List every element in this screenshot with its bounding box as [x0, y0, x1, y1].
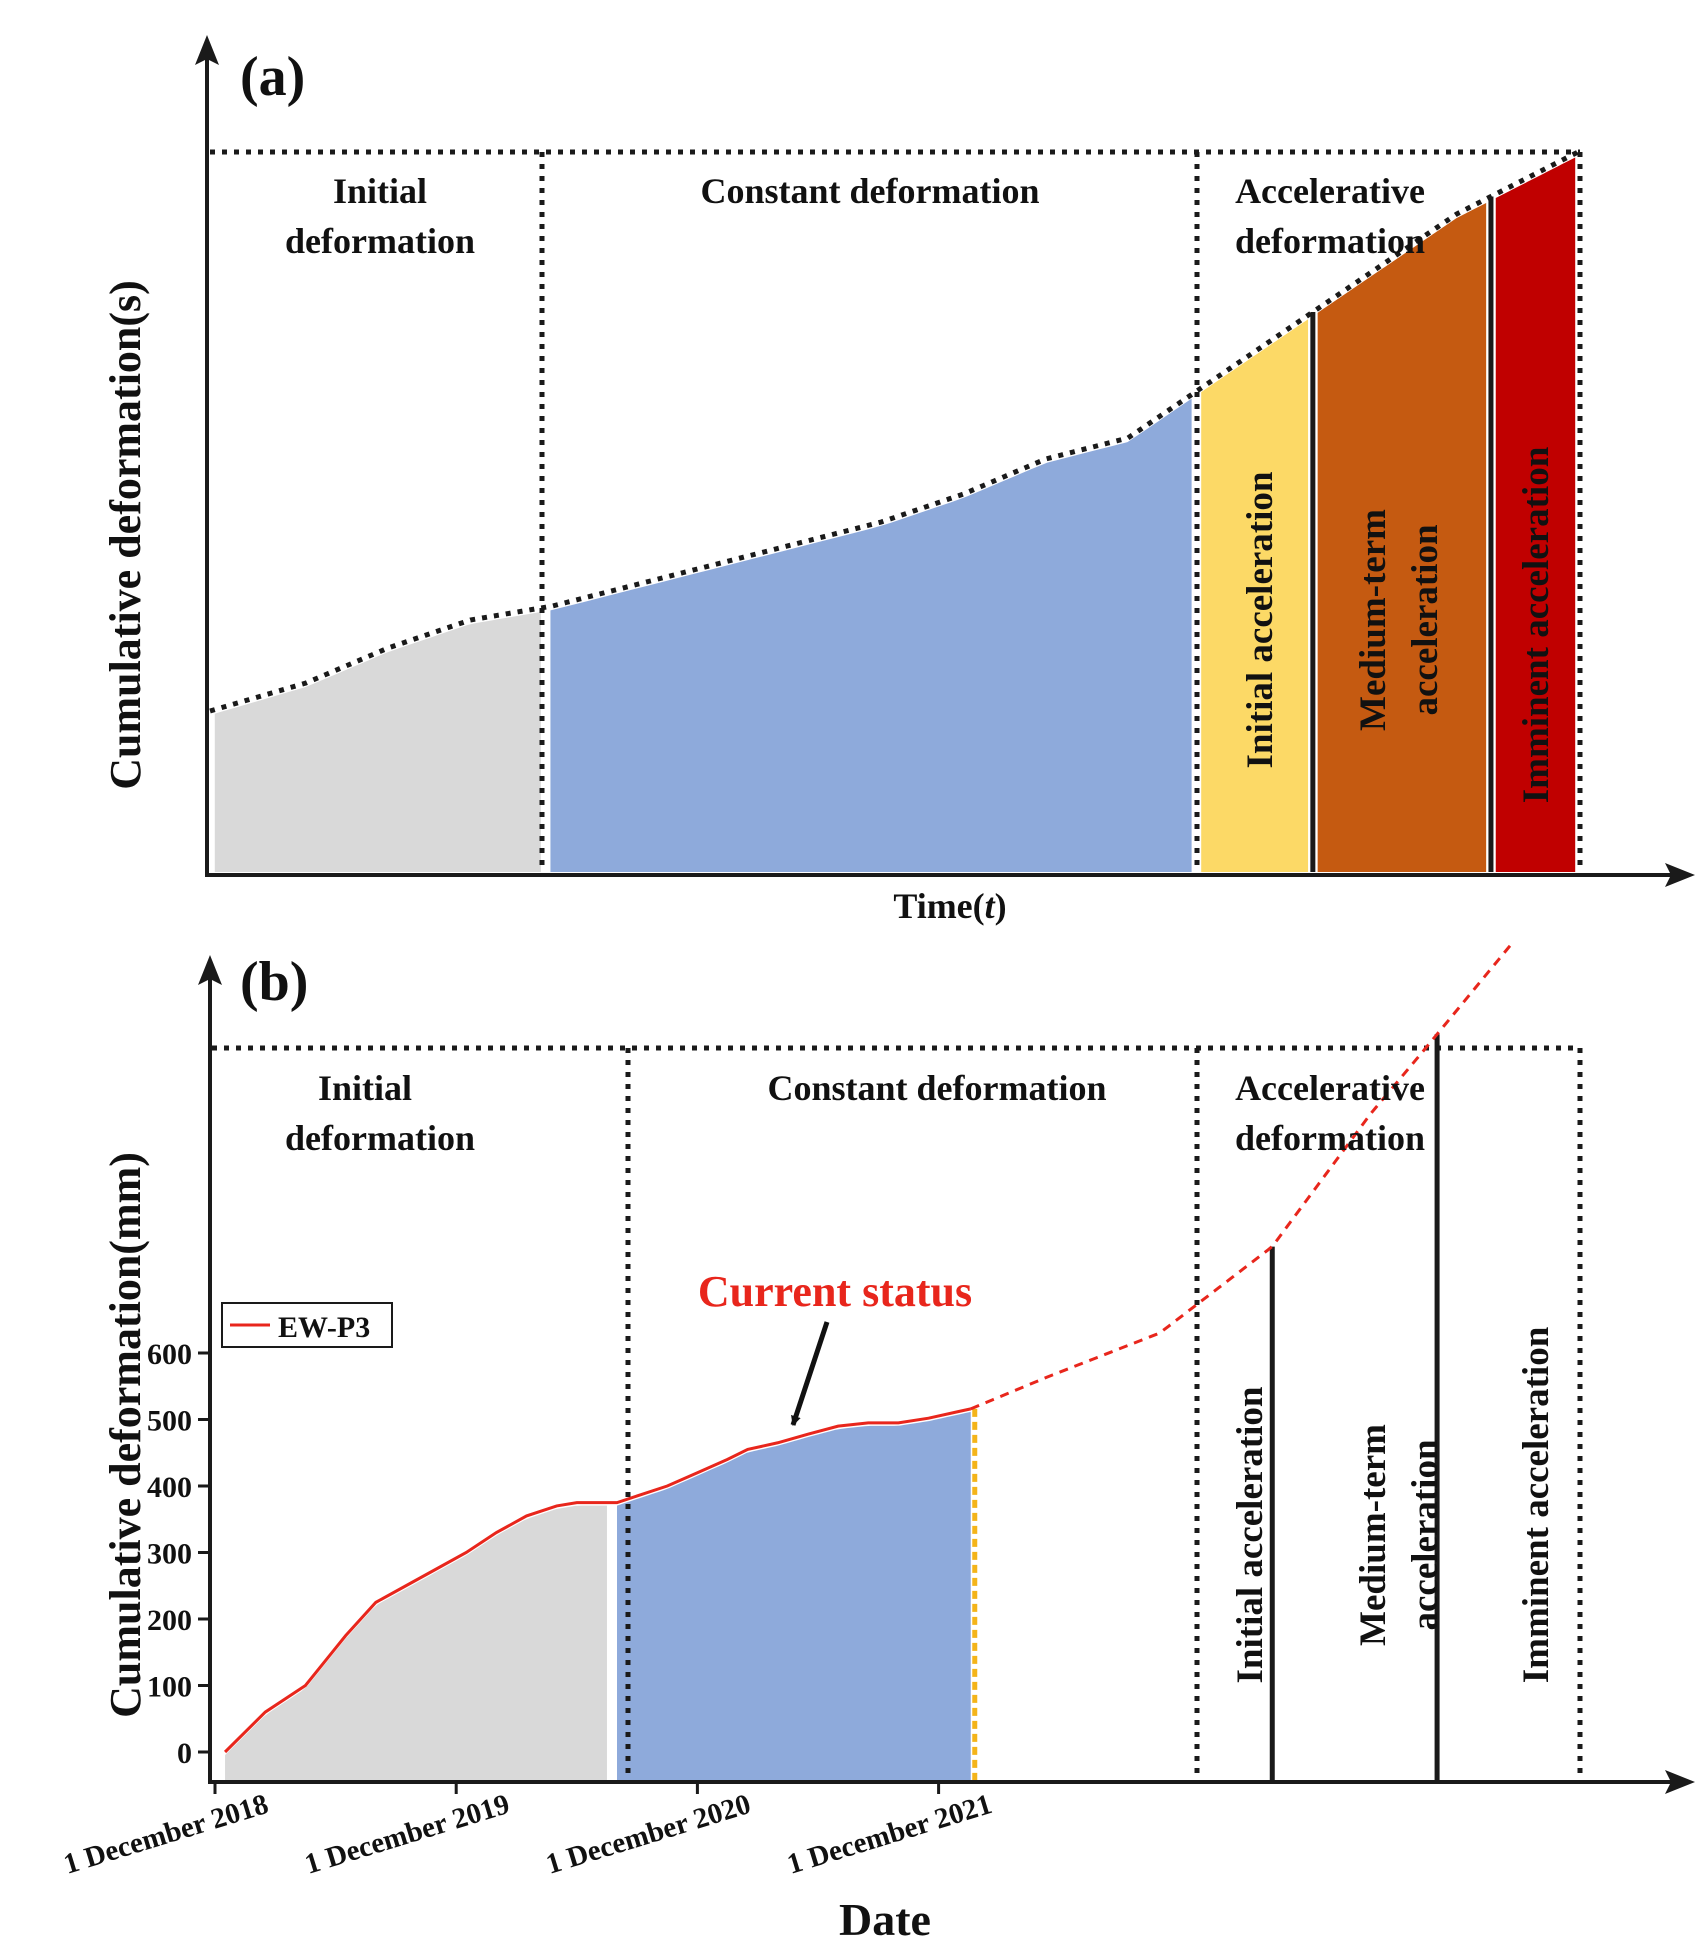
panel-a-label: (a): [240, 46, 305, 108]
panel-a-sub-imminent-acceleration: Imminent acceleration: [1516, 446, 1557, 803]
panel-a-y-axis-label: Cumulative deformation(s): [101, 280, 150, 790]
panel-b-sub-medium-line2: acceleration: [1405, 1439, 1446, 1630]
legend-label: EW-P3: [278, 1311, 370, 1344]
panel-b-x-ticks: 1 December 2018 1 December 2019 1 December…: [60, 1782, 996, 1881]
series-line-ew-p3: [223, 1407, 972, 1754]
panel-b-x-axis-arrow-icon: [1665, 1770, 1695, 1794]
current-status-arrow: [790, 1321, 830, 1426]
y-tick-label: 100: [147, 1671, 192, 1704]
panel-b-stage-accelerative-line1: Accelerative: [1235, 1068, 1425, 1108]
panel-a-stage-constant: Constant deformation: [701, 171, 1040, 211]
panel-b-x-axis-label: Date: [839, 1894, 931, 1945]
panel-b-stage-accelerative-line2: deformation: [1235, 1118, 1425, 1158]
panel-b-sub-medium-line1: Medium-term: [1353, 1424, 1394, 1646]
panel-a-deformation-curve: [209, 148, 1582, 714]
panel-b-legend: EW-P3: [221, 1302, 393, 1348]
y-tick-label: 600: [147, 1338, 192, 1371]
panel-a-sub-medium-line2: acceleration: [1405, 524, 1446, 715]
panel-a-y-axis-arrow-icon: [195, 35, 219, 65]
x-tick-label: 1 December 2021: [783, 1788, 995, 1881]
panel-b-series: [223, 943, 1513, 1780]
panel-a-stage-initial-line2: deformation: [285, 221, 475, 261]
panel-b-area-initial-deformation: [225, 1505, 607, 1780]
panel-b-sub-initial-acceleration: Initial acceleration: [1230, 1386, 1271, 1683]
current-status-annotation: Current status: [698, 1267, 972, 1316]
projection-line-ew-p3: [970, 943, 1513, 1411]
panel-a-stage-initial-line1: Initial: [333, 171, 427, 211]
panel-b-sub-imminent-acceleration: Imminent acceleration: [1516, 1326, 1557, 1683]
panel-b-area-constant-deformation: [617, 1411, 971, 1780]
panel-a-area-initial-acceleration: [1201, 319, 1309, 872]
panel-a-stage-accelerative-line2: deformation: [1235, 221, 1425, 261]
x-tick-label: 1 December 2020: [542, 1788, 754, 1881]
panel-b-stage-constant: Constant deformation: [768, 1068, 1107, 1108]
x-tick-label: 1 December 2019: [301, 1788, 513, 1881]
panel-a-sub-initial-acceleration: Initial acceleration: [1240, 471, 1281, 768]
y-tick-label: 300: [147, 1538, 192, 1571]
panel-b-y-axis-arrow-icon: [198, 955, 222, 985]
panel-a-area-initial-deformation: [214, 611, 541, 872]
y-tick-label: 0: [177, 1737, 192, 1770]
y-tick-label: 400: [147, 1471, 192, 1504]
panel-a-area-medium-term-acceleration: [1317, 202, 1487, 872]
panel-a-sub-medium-line1: Medium-term: [1353, 509, 1394, 731]
panel-b-stage-areas: [225, 1411, 971, 1780]
panel-b-y-ticks: 0 100 200 300 400 500 600: [147, 1338, 210, 1770]
panel-a-x-axis-arrow-icon: [1665, 863, 1695, 887]
x-tick-label: 1 December 2018: [60, 1788, 272, 1881]
panel-b-y-axis-label: Cumulative deformation(mm): [101, 1152, 150, 1718]
y-tick-label: 500: [147, 1405, 192, 1438]
panel-b-label: (b): [240, 951, 308, 1013]
panel-b-stage-initial-line2: deformation: [285, 1118, 475, 1158]
panel-b-stage-initial-line1: Initial: [318, 1068, 412, 1108]
panel-a-stage-accelerative-line1: Accelerative: [1235, 171, 1425, 211]
panel-a-x-axis-label: Time(t): [893, 886, 1006, 926]
panel-a-area-imminent-acceleration: [1495, 157, 1576, 872]
panel-a-stage-areas: [214, 157, 1576, 872]
panel-a-area-constant-deformation: [550, 398, 1192, 872]
y-tick-label: 200: [147, 1604, 192, 1637]
panel-a: (a) Cumulative deformation(s) Time(t) In…: [101, 35, 1695, 926]
